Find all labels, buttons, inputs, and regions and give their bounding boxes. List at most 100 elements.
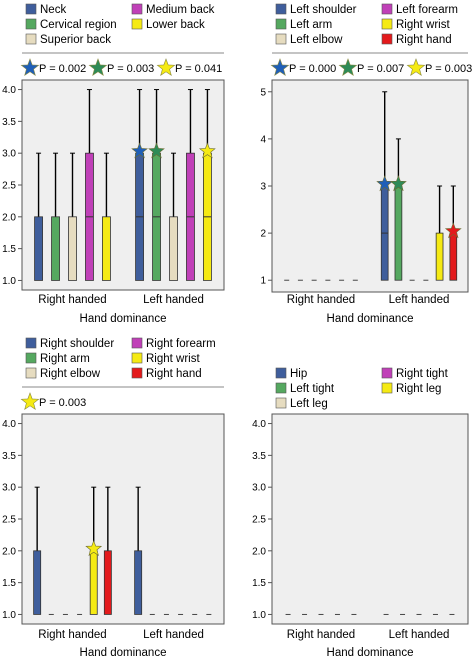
legend-entry: Right elbow [25, 367, 101, 380]
y-tick-label: 3.0 [252, 483, 266, 494]
legend-entry: Cervical region [25, 18, 117, 31]
significance-star-icon [148, 142, 165, 159]
legend-swatch [25, 33, 37, 45]
x-category-label: Left handed [143, 294, 204, 306]
box-body [103, 550, 112, 615]
pvalue-star-icon [20, 58, 40, 76]
legend-entry: Hip [275, 367, 307, 380]
pvalue-star-icon [406, 58, 426, 76]
box-mark [131, 89, 149, 281]
pvalue-label: P = 0.007 [357, 63, 404, 75]
x-category-label: Right handed [38, 629, 106, 641]
box-mark [148, 89, 165, 281]
box-mark [34, 152, 43, 281]
legend-entry: Right arm [25, 352, 90, 365]
legend-entry: Left forearm [381, 3, 458, 16]
y-tick-label: 3.0 [2, 483, 16, 494]
y-tick-label: 1 [260, 276, 266, 287]
legend-swatch [25, 3, 37, 15]
pvalue-star-icon [156, 58, 176, 76]
plot-area [271, 79, 469, 293]
box-body [68, 216, 77, 281]
y-tick-label: 4.0 [252, 419, 266, 430]
chart-panel-1: Neck Medium back Cervical region Lower back… [2, 3, 225, 325]
legend-entry: Lower back [131, 18, 205, 31]
pvalue-entry: P = 0.007 [338, 58, 404, 76]
legend-label: Right wrist [146, 353, 200, 365]
plot-area [21, 413, 225, 625]
legend-entry: Medium back [131, 3, 215, 16]
box-mark [51, 152, 60, 281]
legend-swatch [131, 367, 143, 379]
box-body [34, 216, 43, 281]
x-axis-label: Hand dominance [327, 647, 414, 659]
x-category-label: Left handed [389, 294, 450, 306]
pvalue-label: P = 0.003 [39, 397, 86, 409]
legend-swatch [381, 367, 393, 379]
x-axis-label: Hand dominance [80, 313, 167, 325]
legend-entry: Right shoulder [25, 337, 114, 350]
significance-star-icon [131, 142, 149, 159]
pvalue-star-icon [270, 58, 290, 76]
significance-star-icon [85, 539, 103, 556]
pvalue-star-icon [20, 392, 40, 410]
legend-label: Right hand [396, 34, 452, 46]
box-body [435, 232, 444, 281]
legend-label: Neck [40, 4, 66, 16]
box-mark [169, 152, 178, 281]
box-mark [102, 152, 111, 281]
box-body [134, 550, 143, 615]
legend-label: Right leg [396, 383, 441, 395]
significance-star-icon [444, 222, 462, 239]
legend-label: Medium back [146, 4, 215, 16]
legend-swatch [381, 3, 393, 15]
significance-star-icon [198, 142, 216, 159]
y-tick-label: 2 [260, 229, 266, 240]
significance-star-icon [390, 175, 407, 192]
legend-swatch [381, 33, 393, 45]
box-body [89, 550, 98, 615]
y-tick-label: 3.5 [2, 117, 16, 128]
x-category-label: Left handed [389, 629, 450, 641]
y-tick-label: 1.5 [2, 578, 16, 589]
legend-swatch [275, 367, 287, 379]
legend-label: Right hand [146, 368, 202, 380]
y-tick-label: 2.5 [252, 515, 266, 526]
legend-swatch [381, 382, 393, 394]
pvalue-entry: P = 0.000 [270, 58, 336, 76]
pvalue-label: P = 0.002 [39, 63, 86, 75]
box-body [449, 232, 458, 281]
box-mark [33, 486, 42, 615]
legend-entry: Left arm [275, 18, 332, 31]
legend-swatch [275, 18, 287, 30]
legend-label: Right forearm [146, 338, 216, 350]
legend-swatch [131, 352, 143, 364]
legend-entry: Left shoulder [275, 3, 357, 16]
pvalue-star-icon [338, 58, 358, 76]
pvalue-entry: P = 0.041 [156, 58, 222, 76]
legend-entry: Right tight [381, 367, 449, 380]
y-tick-label: 1.0 [252, 610, 266, 621]
box-mark [85, 89, 94, 281]
box-body [51, 216, 60, 281]
box-mark [444, 185, 462, 281]
legend-label: Superior back [40, 34, 111, 46]
legend-entry: Right wrist [131, 352, 200, 365]
box-mark [85, 486, 103, 615]
y-tick-label: 2.0 [2, 546, 16, 557]
legend-entry: Right hand [381, 33, 452, 46]
y-tick-label: 1.5 [252, 578, 266, 589]
x-category-label: Right handed [287, 629, 355, 641]
legend-entry: Right leg [381, 382, 441, 395]
y-tick-label: 2.5 [2, 181, 16, 192]
legend-swatch [131, 3, 143, 15]
legend-label: Hip [290, 368, 307, 380]
legend-entry: Right forearm [131, 337, 216, 350]
legend-label: Right tight [396, 368, 449, 380]
pvalue-label: P = 0.000 [289, 63, 336, 75]
legend-label: Lower back [146, 19, 205, 31]
legend-swatch [275, 382, 287, 394]
y-tick-label: 2.0 [252, 546, 266, 557]
y-tick-label: 3.5 [2, 451, 16, 462]
